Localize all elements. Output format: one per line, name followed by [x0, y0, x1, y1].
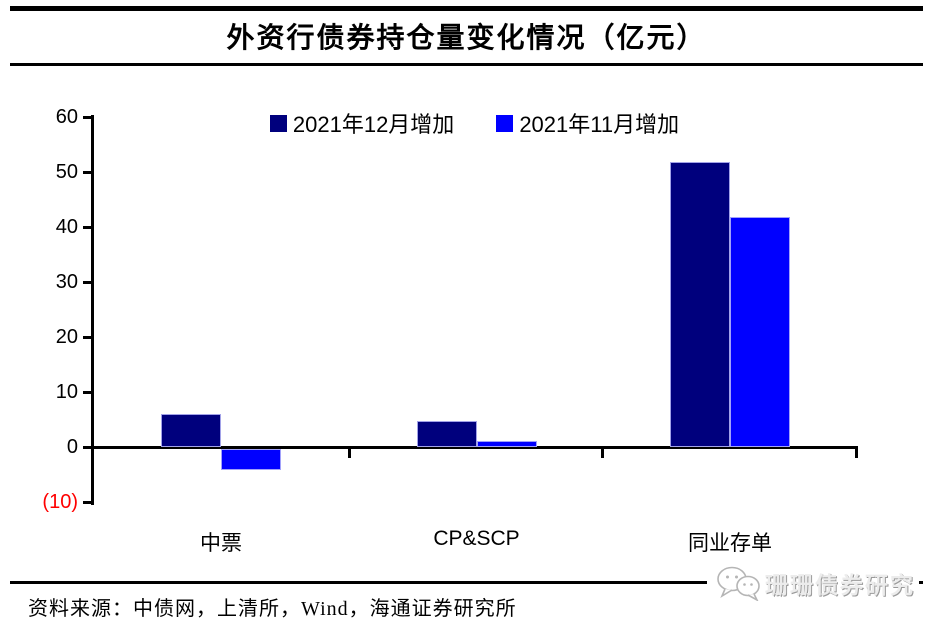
bar-nov-2	[730, 217, 790, 447]
y-tick-label: 50	[55, 161, 78, 183]
chart-legend: 2021年12月增加 2021年11月增加	[92, 107, 857, 139]
y-tick-label: 20	[55, 326, 78, 348]
source-line: 资料来源：中债网，上清所，Wind，海通证券研究所	[28, 592, 517, 621]
bar-dec-1	[416, 421, 477, 447]
x-axis-tick	[855, 448, 858, 458]
y-axis-tick	[83, 281, 92, 284]
y-tick-label: 30	[55, 271, 78, 293]
y-tick-label: (10)	[42, 491, 78, 513]
watermark-text: 珊珊债券研究	[765, 573, 915, 598]
source-label: 资料来源：	[28, 598, 133, 620]
bar-nov-1	[476, 440, 537, 447]
y-axis-line	[91, 115, 94, 505]
y-axis-tick	[83, 116, 92, 119]
y-axis-tick	[83, 501, 92, 504]
bar-dec-2	[670, 162, 730, 447]
legend-item-dec: 2021年12月增加	[269, 107, 455, 139]
y-axis-tick	[83, 171, 92, 174]
watermark: 珊珊债券研究	[707, 562, 919, 604]
y-tick-label: 0	[66, 436, 78, 458]
y-axis-tick	[83, 226, 92, 229]
y-tick-label: 10	[55, 381, 78, 403]
x-axis-tick	[348, 448, 351, 458]
category-label-0: 中票	[200, 532, 242, 555]
legend-item-nov: 2021年11月增加	[496, 107, 679, 139]
source-text: 中债网，上清所，Wind，海通证券研究所	[133, 598, 517, 620]
legend-label-nov: 2021年11月增加	[519, 112, 680, 137]
y-axis-tick	[83, 391, 92, 394]
bar-nov-0	[221, 449, 281, 470]
y-axis-tick	[83, 446, 92, 449]
legend-label-dec: 2021年12月增加	[292, 112, 455, 137]
legend-swatch-nov	[496, 114, 514, 132]
y-tick-label: 40	[55, 216, 78, 238]
y-tick-label: 60	[55, 106, 78, 128]
top-border-rule	[10, 6, 923, 11]
bottom-border-rule	[10, 581, 923, 584]
title-divider-rule	[10, 63, 923, 66]
legend-swatch-dec	[269, 114, 287, 132]
chart-title: 外资行债券持仓量变化情况（亿元）	[226, 23, 707, 54]
category-label-2: 同业存单	[688, 532, 772, 555]
chat-bubbles-icon	[717, 566, 760, 601]
category-label-1: CP&SCP	[433, 527, 520, 550]
y-axis-tick	[83, 336, 92, 339]
x-axis-tick	[601, 448, 604, 458]
x-axis-line	[91, 445, 858, 449]
bar-dec-0	[161, 414, 221, 447]
